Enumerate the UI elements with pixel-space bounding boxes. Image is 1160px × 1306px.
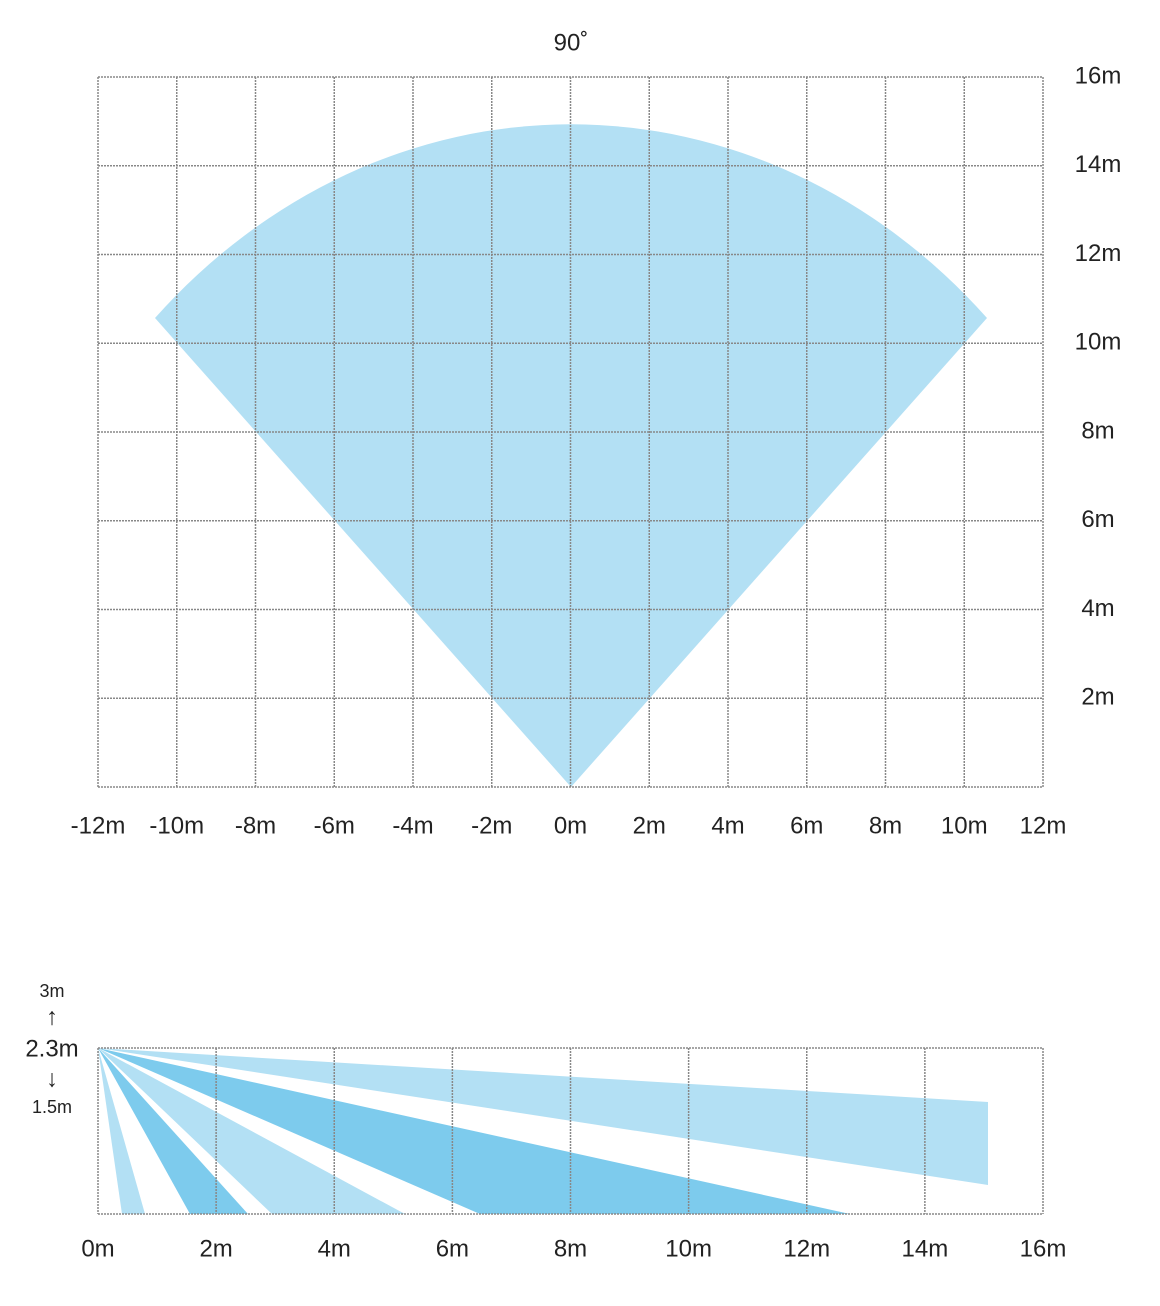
beam [98, 1048, 145, 1214]
beam [98, 1048, 405, 1214]
x-tick-label: -8m [235, 812, 276, 839]
height-label: 1.5m [32, 1097, 72, 1117]
x-tick-label: 14m [902, 1235, 949, 1262]
beam [98, 1048, 850, 1214]
x-tick-label: -4m [392, 812, 433, 839]
y-tick-label: 2m [1081, 684, 1114, 711]
x-tick-label: 0m [81, 1235, 114, 1262]
x-tick-label: 16m [1020, 1235, 1067, 1262]
x-tick-label: 12m [783, 1235, 830, 1262]
beam [98, 1048, 248, 1214]
x-tick-label: -10m [149, 812, 204, 839]
x-tick-label: 12m [1020, 812, 1067, 839]
y-tick-label: 8m [1081, 417, 1114, 444]
x-tick-label: 0m [554, 812, 587, 839]
beam [98, 1048, 988, 1185]
y-tick-label: 14m [1075, 151, 1122, 178]
height-label: ↓ [46, 1065, 58, 1092]
x-tick-label: 6m [436, 1235, 469, 1262]
x-tick-label: 4m [711, 812, 744, 839]
y-tick-label: 6m [1081, 506, 1114, 533]
x-tick-label: 4m [318, 1235, 351, 1262]
height-label: 3m [39, 981, 64, 1001]
title: 90˚ [554, 29, 589, 56]
x-tick-label: -2m [471, 812, 512, 839]
x-tick-label: 6m [790, 812, 823, 839]
y-tick-label: 16m [1075, 62, 1122, 89]
x-tick-label: 8m [869, 812, 902, 839]
x-tick-label: 10m [665, 1235, 712, 1262]
x-tick-label: 10m [941, 812, 988, 839]
y-tick-label: 4m [1081, 595, 1114, 622]
height-label: 2.3m [25, 1035, 78, 1062]
x-tick-label: 8m [554, 1235, 587, 1262]
x-tick-label: 2m [633, 812, 666, 839]
side-beams [98, 1048, 988, 1214]
height-label: ↑ [46, 1003, 58, 1030]
y-tick-label: 10m [1075, 329, 1122, 356]
y-tick-label: 12m [1075, 240, 1122, 267]
x-tick-label: -6m [314, 812, 355, 839]
x-tick-label: 2m [199, 1235, 232, 1262]
x-tick-label: -12m [71, 812, 126, 839]
